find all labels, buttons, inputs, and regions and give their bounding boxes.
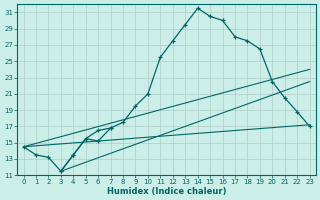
X-axis label: Humidex (Indice chaleur): Humidex (Indice chaleur): [107, 187, 226, 196]
